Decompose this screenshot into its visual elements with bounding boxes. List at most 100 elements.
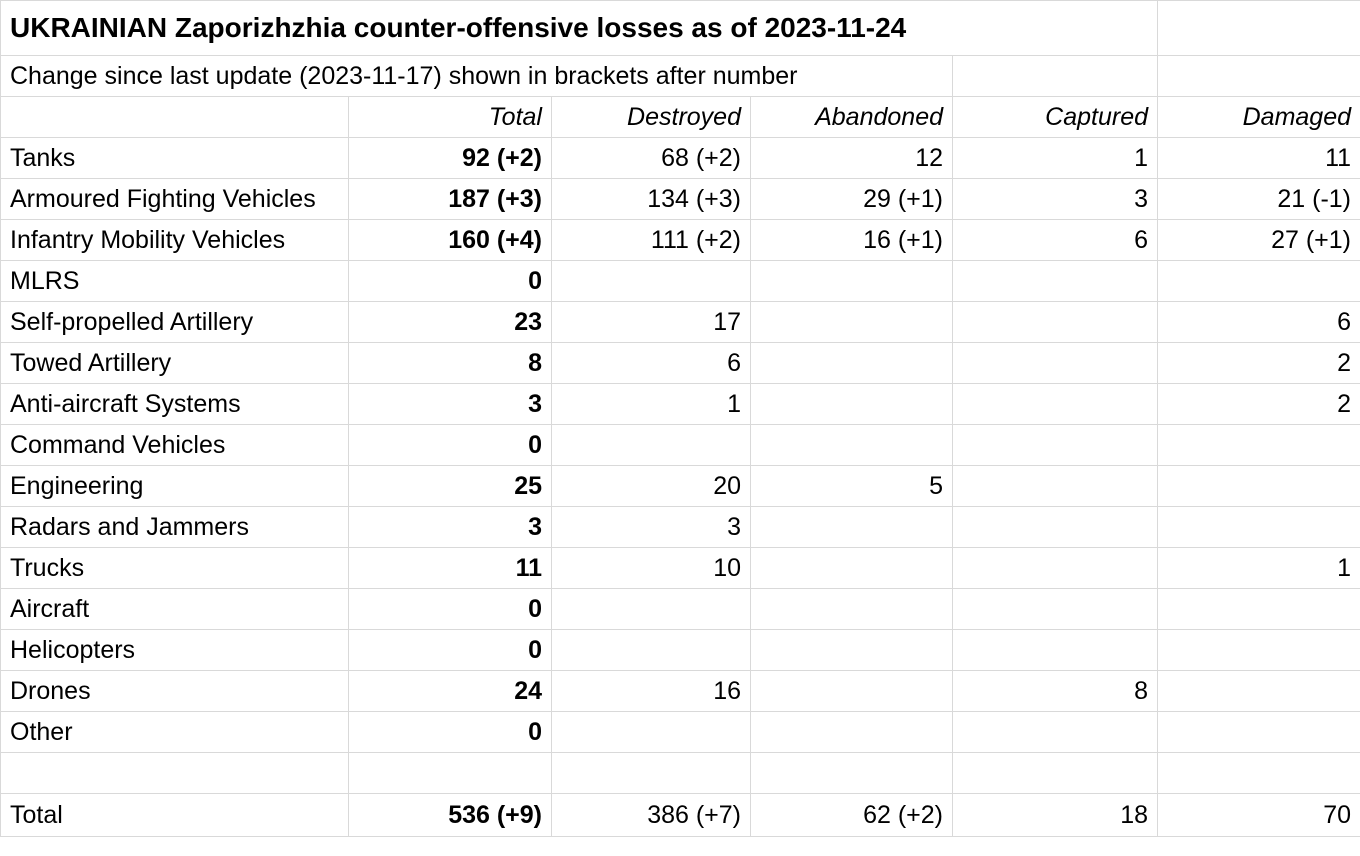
cell-captured[interactable]: [951, 711, 1159, 753]
cell-captured[interactable]: [951, 383, 1159, 425]
cell-total[interactable]: 536 (+9): [348, 793, 552, 837]
cell-total[interactable]: 25: [348, 465, 552, 507]
cell-captured[interactable]: [951, 424, 1159, 466]
cell-captured[interactable]: [951, 547, 1159, 589]
cell-destroyed[interactable]: 1: [551, 383, 751, 425]
cell-destroyed[interactable]: 3: [551, 506, 751, 548]
cell-destroyed[interactable]: 111 (+2): [551, 219, 751, 261]
cell-label[interactable]: Towed Artillery: [0, 342, 349, 384]
cell-total[interactable]: 0: [348, 629, 552, 671]
cell-total[interactable]: 24: [348, 670, 552, 712]
cell-damaged[interactable]: [1157, 752, 1360, 794]
cell-abandoned[interactable]: [750, 711, 953, 753]
cell-captured[interactable]: [951, 629, 1159, 671]
cell-abandoned[interactable]: [750, 752, 953, 794]
cell-captured[interactable]: 1: [951, 137, 1159, 179]
cell-destroyed[interactable]: 6: [551, 342, 751, 384]
cell-damaged[interactable]: 6: [1157, 301, 1360, 343]
cell-damaged[interactable]: [1157, 588, 1360, 630]
cell-destroyed[interactable]: [551, 752, 751, 794]
empty-cell[interactable]: [951, 55, 1159, 97]
cell-abandoned[interactable]: [750, 629, 953, 671]
cell-damaged[interactable]: [1157, 260, 1360, 302]
cell-abandoned[interactable]: [750, 383, 953, 425]
col-header-destroyed[interactable]: Destroyed: [551, 96, 751, 138]
cell-damaged[interactable]: 11: [1157, 137, 1360, 179]
cell-abandoned[interactable]: [750, 670, 953, 712]
cell-label[interactable]: Aircraft: [0, 588, 349, 630]
cell-damaged[interactable]: 70: [1157, 793, 1360, 837]
cell-destroyed[interactable]: [551, 260, 751, 302]
empty-cell[interactable]: [1157, 0, 1360, 56]
cell-label[interactable]: Drones: [0, 670, 349, 712]
cell-total[interactable]: 0: [348, 260, 552, 302]
cell-label[interactable]: Trucks: [0, 547, 349, 589]
empty-cell[interactable]: [1157, 55, 1360, 97]
cell-label[interactable]: Armoured Fighting Vehicles: [0, 178, 349, 220]
cell-total[interactable]: 92 (+2): [348, 137, 552, 179]
cell-destroyed[interactable]: 134 (+3): [551, 178, 751, 220]
cell-total[interactable]: 8: [348, 342, 552, 384]
cell-label[interactable]: Tanks: [0, 137, 349, 179]
cell-captured[interactable]: [951, 506, 1159, 548]
cell-abandoned[interactable]: [750, 547, 953, 589]
cell-captured[interactable]: [951, 342, 1159, 384]
sheet-title[interactable]: UKRAINIAN Zaporizhzhia counter-offensive…: [0, 0, 1159, 56]
cell-captured[interactable]: [951, 752, 1159, 794]
cell-abandoned[interactable]: 29 (+1): [750, 178, 953, 220]
cell-total[interactable]: 160 (+4): [348, 219, 552, 261]
cell-abandoned[interactable]: [750, 342, 953, 384]
cell-captured[interactable]: [951, 465, 1159, 507]
cell-total[interactable]: [348, 752, 552, 794]
col-header-total[interactable]: Total: [348, 96, 552, 138]
cell-label[interactable]: Total: [0, 793, 349, 837]
cell-total[interactable]: 11: [348, 547, 552, 589]
cell-label[interactable]: Anti-aircraft Systems: [0, 383, 349, 425]
col-header-blank[interactable]: [0, 96, 349, 138]
cell-damaged[interactable]: 2: [1157, 342, 1360, 384]
cell-label[interactable]: Infantry Mobility Vehicles: [0, 219, 349, 261]
cell-abandoned[interactable]: [750, 260, 953, 302]
cell-damaged[interactable]: [1157, 629, 1360, 671]
cell-captured[interactable]: 18: [951, 793, 1159, 837]
cell-destroyed[interactable]: 68 (+2): [551, 137, 751, 179]
cell-abandoned[interactable]: 12: [750, 137, 953, 179]
cell-abandoned[interactable]: [750, 301, 953, 343]
cell-damaged[interactable]: [1157, 711, 1360, 753]
cell-label[interactable]: Other: [0, 711, 349, 753]
cell-destroyed[interactable]: [551, 424, 751, 466]
col-header-captured[interactable]: Captured: [951, 96, 1159, 138]
cell-total[interactable]: 3: [348, 506, 552, 548]
sheet-subtitle[interactable]: Change since last update (2023-11-17) sh…: [0, 55, 953, 97]
cell-destroyed[interactable]: 386 (+7): [551, 793, 751, 837]
cell-destroyed[interactable]: [551, 588, 751, 630]
cell-abandoned[interactable]: [750, 506, 953, 548]
cell-captured[interactable]: 3: [951, 178, 1159, 220]
col-header-abandoned[interactable]: Abandoned: [750, 96, 953, 138]
cell-total[interactable]: 23: [348, 301, 552, 343]
cell-captured[interactable]: [951, 588, 1159, 630]
cell-damaged[interactable]: 2: [1157, 383, 1360, 425]
cell-abandoned[interactable]: 16 (+1): [750, 219, 953, 261]
cell-destroyed[interactable]: [551, 711, 751, 753]
cell-label[interactable]: Helicopters: [0, 629, 349, 671]
cell-total[interactable]: 0: [348, 424, 552, 466]
cell-destroyed[interactable]: 10: [551, 547, 751, 589]
cell-captured[interactable]: 8: [951, 670, 1159, 712]
col-header-damaged[interactable]: Damaged: [1157, 96, 1360, 138]
cell-total[interactable]: 0: [348, 711, 552, 753]
cell-damaged[interactable]: [1157, 506, 1360, 548]
cell-damaged[interactable]: [1157, 670, 1360, 712]
cell-damaged[interactable]: 27 (+1): [1157, 219, 1360, 261]
cell-damaged[interactable]: 1: [1157, 547, 1360, 589]
cell-captured[interactable]: 6: [951, 219, 1159, 261]
cell-damaged[interactable]: [1157, 465, 1360, 507]
cell-abandoned[interactable]: 62 (+2): [750, 793, 953, 837]
cell-label[interactable]: Command Vehicles: [0, 424, 349, 466]
cell-damaged[interactable]: [1157, 424, 1360, 466]
cell-captured[interactable]: [951, 301, 1159, 343]
cell-damaged[interactable]: 21 (-1): [1157, 178, 1360, 220]
cell-destroyed[interactable]: 17: [551, 301, 751, 343]
cell-abandoned[interactable]: [750, 588, 953, 630]
cell-label[interactable]: [0, 752, 349, 794]
